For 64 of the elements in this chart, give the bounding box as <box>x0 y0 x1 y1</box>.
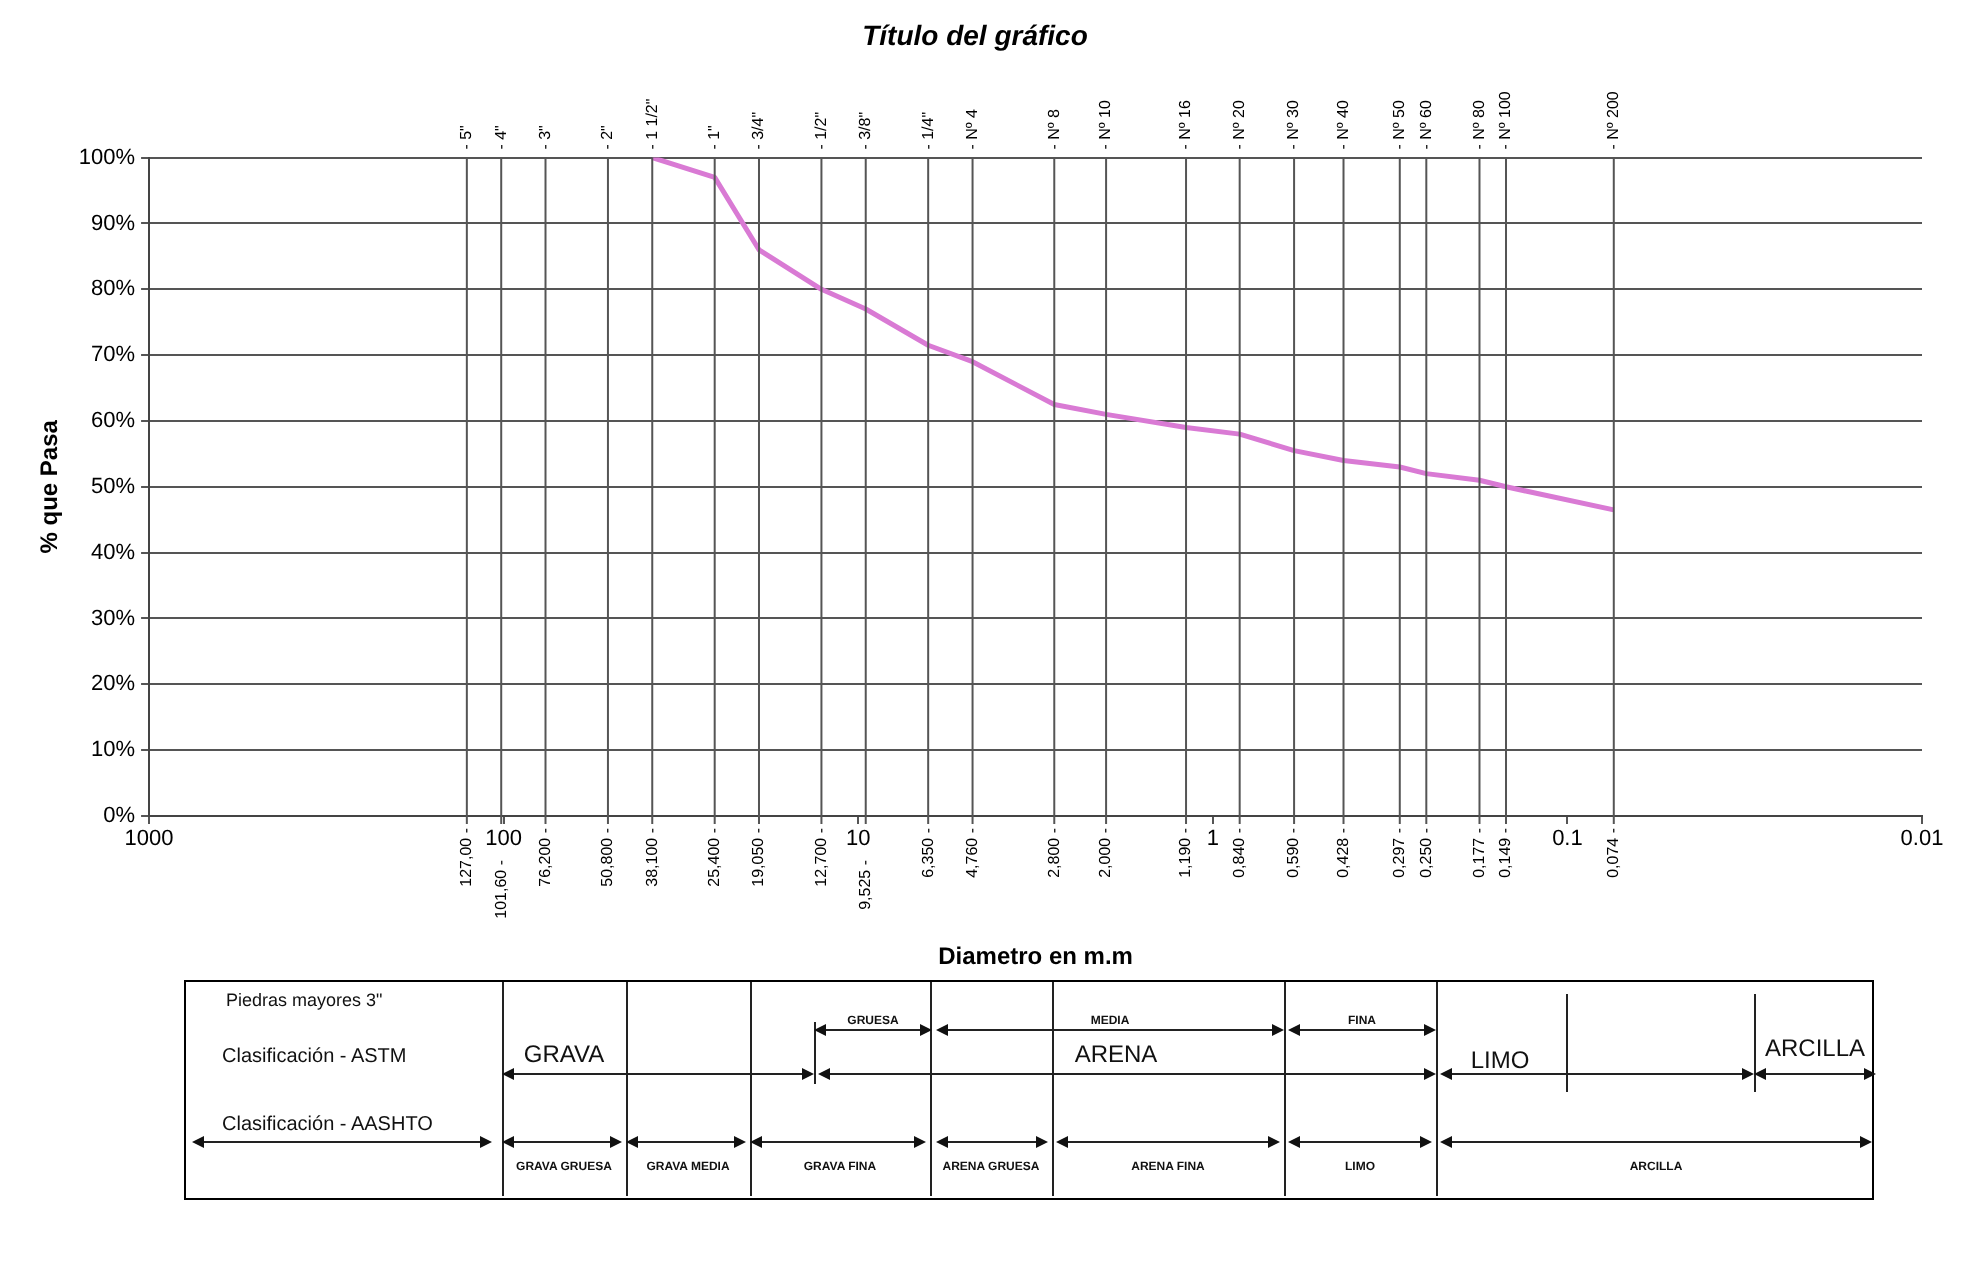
y-tick-label: 0% <box>103 804 136 829</box>
text: - 4" <box>491 124 510 150</box>
y-tick-label: 40% <box>91 540 136 565</box>
ref-line-label: 0,149 - <box>1496 827 1515 878</box>
ref-line-label: 0,074 - <box>1604 827 1623 878</box>
x-tick-label: 1000 <box>124 827 174 852</box>
ref-line-label: 0,840 - <box>1230 827 1249 878</box>
y-tick-label: 30% <box>91 606 136 631</box>
y-tick-label: 10% <box>91 738 136 763</box>
text: - 3/8" <box>856 111 875 150</box>
ref-line-label: 19,050 - <box>749 827 768 887</box>
x-tick-label: 0.01 <box>1900 827 1944 852</box>
ref-line-label: 2,000 - <box>1096 827 1115 878</box>
ref-line-label: 127,00 - <box>457 827 476 887</box>
y-tick-label: 90% <box>91 211 136 236</box>
ref-line-label: 25,400 - <box>705 827 724 887</box>
text: - Nº 4 <box>962 107 981 150</box>
x-tick-label: 0.1 <box>1552 827 1583 852</box>
text: - Nº 16 <box>1176 99 1195 150</box>
text: - 2" <box>598 124 617 150</box>
ref-line-label: 0,297 - <box>1390 827 1409 878</box>
ref-line-label: 0,428 - <box>1333 827 1352 878</box>
ref-line-label: 1,190 - <box>1176 827 1195 878</box>
y-tick-label: 80% <box>91 277 136 302</box>
text: - 1 1/2" <box>642 98 661 150</box>
text: - Nº 50 <box>1390 99 1409 150</box>
ref-line-label: 0,177 - <box>1469 827 1488 878</box>
ref-line-label: 6,350 - <box>918 827 937 878</box>
ref-line-label: 4,760 - <box>962 827 981 878</box>
text: - 3" <box>535 124 554 150</box>
x-axis-title: Diametro en m.m <box>938 942 1133 971</box>
x-tick-label: 10 <box>845 827 871 852</box>
text: - Nº 8 <box>1044 107 1063 150</box>
ref-line-label: 12,700 - <box>811 827 830 887</box>
text: - 1/4" <box>918 111 937 150</box>
y-tick-label: 20% <box>91 672 136 697</box>
ref-line-label: 2,800 - <box>1044 827 1063 878</box>
text: - Nº 20 <box>1230 99 1249 150</box>
text: - Nº 10 <box>1096 99 1115 150</box>
x-tick-label: 100 <box>485 827 523 852</box>
y-tick-label: 70% <box>91 343 136 368</box>
text: - Nº 40 <box>1333 99 1352 150</box>
y-tick-label: 100% <box>78 145 136 170</box>
text: - Nº 60 <box>1416 99 1435 150</box>
chart-title: Título del gráfico <box>862 18 1089 51</box>
ref-line-label: 0,590 - <box>1284 827 1303 878</box>
x-tick-label: 1 <box>1206 827 1219 852</box>
ref-line-label: 101,60 - <box>491 859 510 919</box>
text: - 3/4" <box>749 111 768 150</box>
text: - Nº 30 <box>1284 99 1303 150</box>
text: - 5" <box>457 124 476 150</box>
ref-line-label: 9,525 - <box>856 859 875 910</box>
text: - Nº 80 <box>1469 99 1488 150</box>
y-tick-label: 60% <box>91 409 136 434</box>
text: - Nº 200 <box>1604 90 1623 150</box>
text: - 1" <box>705 124 724 150</box>
y-axis-title: % que Pasa <box>35 419 64 554</box>
ref-line-label: 0,250 - <box>1416 827 1435 878</box>
ref-line-label: 38,100 - <box>642 827 661 887</box>
ref-line-label: 50,800 - <box>598 827 617 887</box>
y-tick-label: 50% <box>91 474 136 499</box>
ref-line-label: 76,200 - <box>535 827 554 887</box>
text: - 1/2" <box>811 111 830 150</box>
text: - Nº 100 <box>1496 90 1515 150</box>
